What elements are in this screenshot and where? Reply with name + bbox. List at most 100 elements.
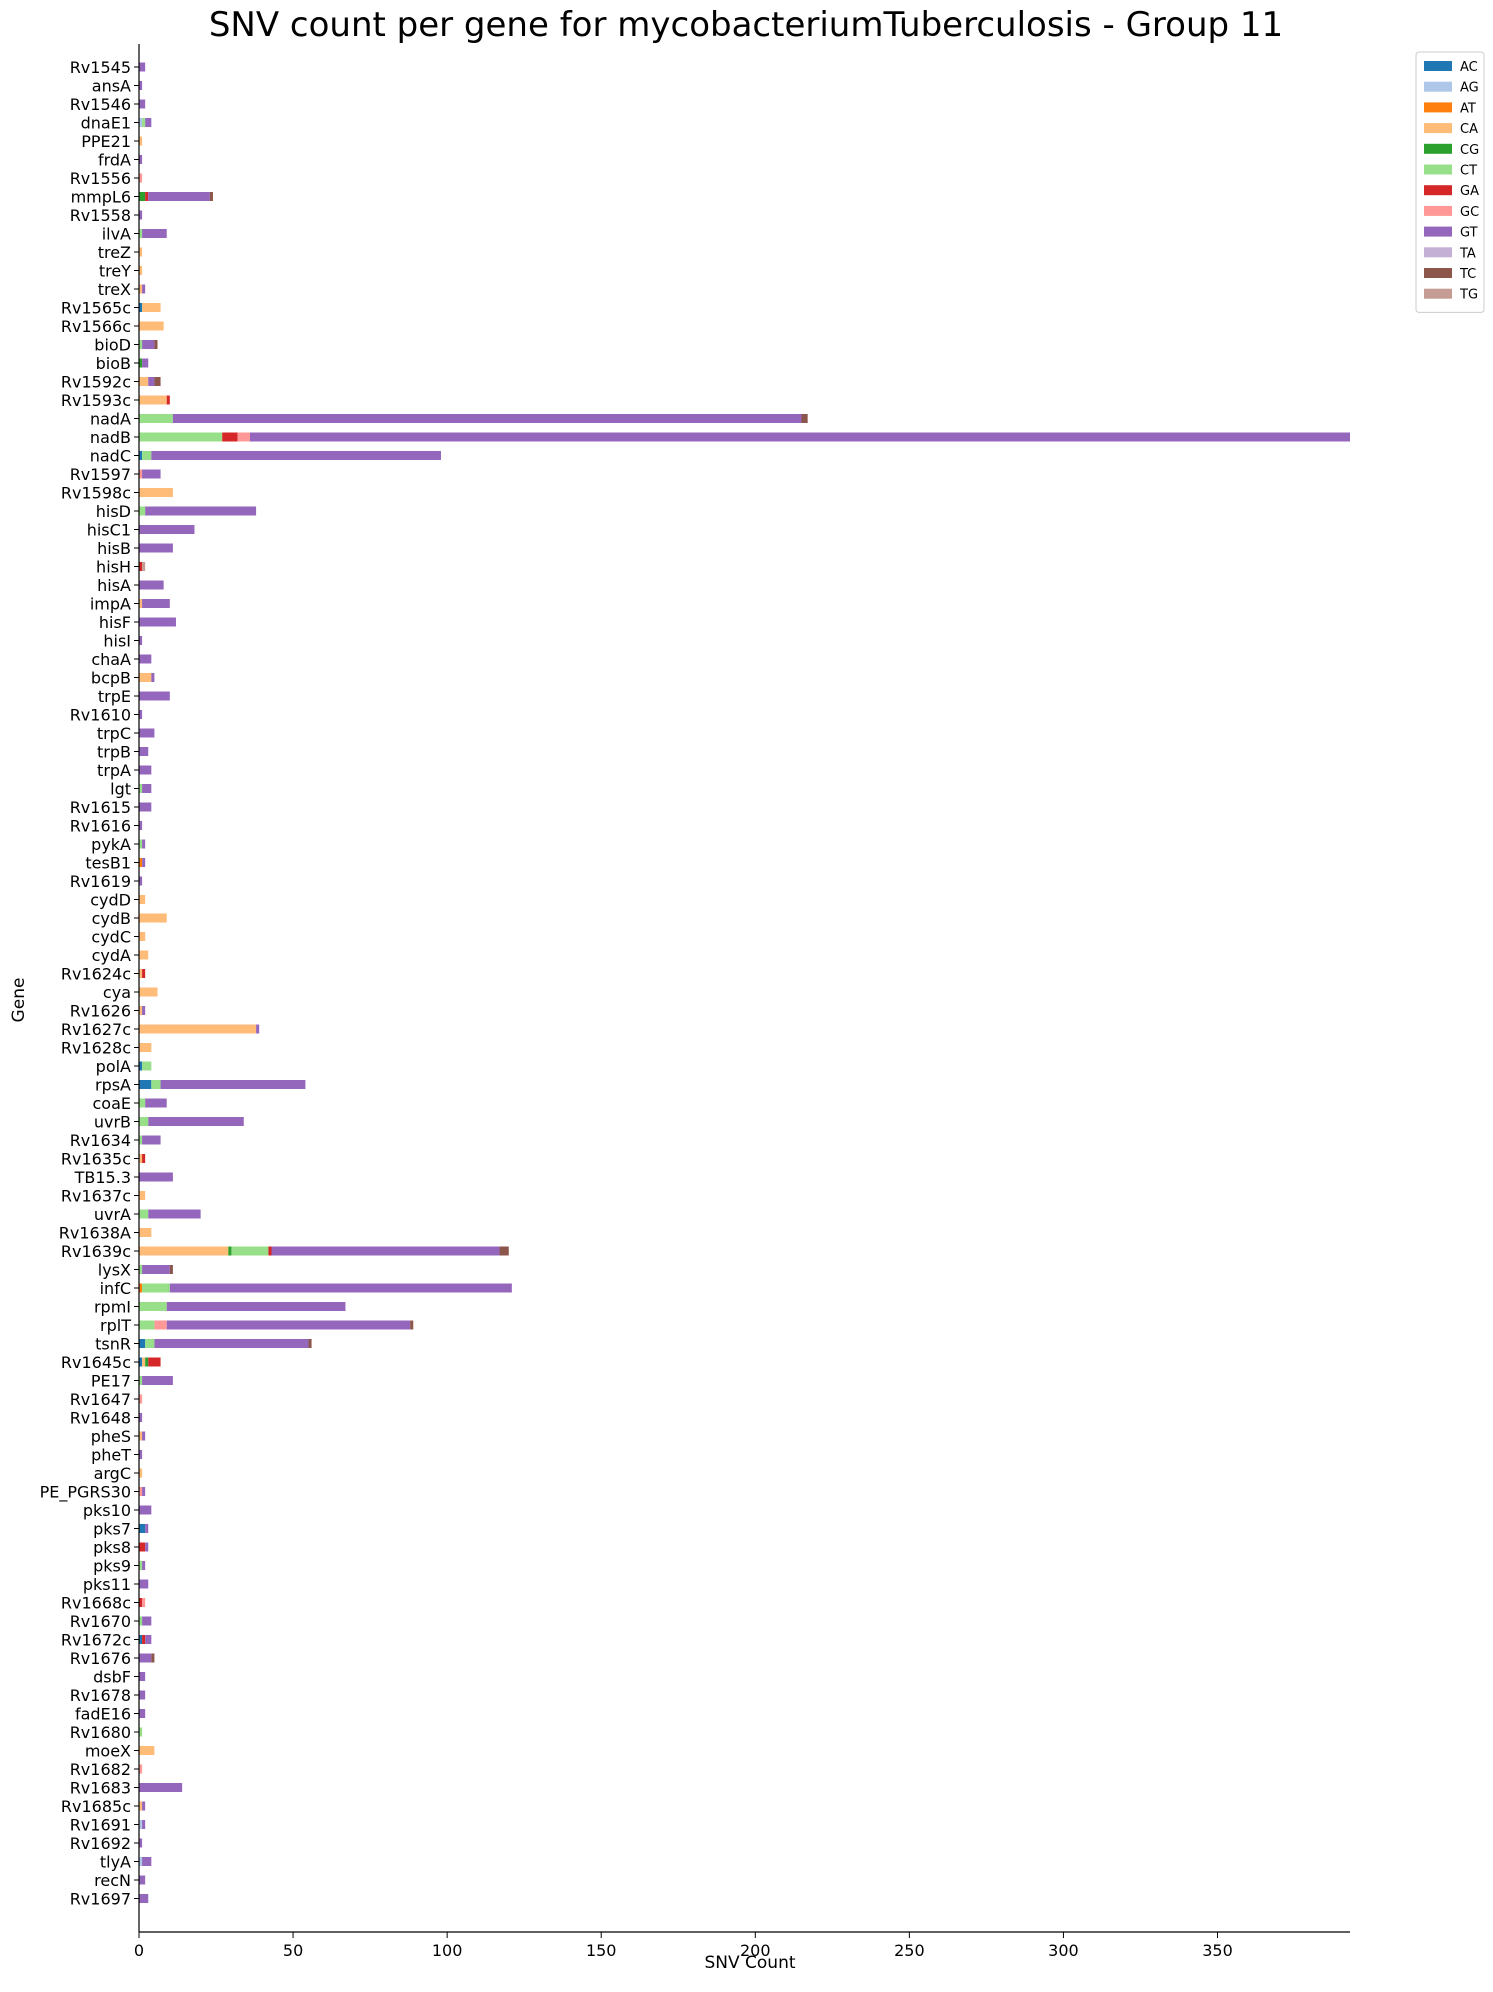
y-tick-label-Rv1685c: Rv1685c [61,1797,131,1816]
bar-segment-impA-CA [139,599,143,608]
y-tick-label-bioD: bioD [94,336,131,355]
bar-segment-Rv1634-CT [139,1135,143,1145]
bar-segment-uvrA-CT [139,1209,149,1219]
bar-segment-Rv1616-GT [139,821,143,830]
y-tick-label-pheS: pheS [91,1427,131,1446]
bar-segment-recN-GT [139,1875,146,1885]
bar-segment-cydD-CA [139,895,146,904]
bar-segment-lgt-GT [142,784,152,793]
bar-segment-Rv1546-GT [139,99,146,109]
y-tick-label-Rv1616: Rv1616 [70,817,131,836]
y-tick-label-nadA: nadA [90,410,131,429]
legend-label-GT: GT [1460,226,1478,241]
bar-segment-cydA-CA [139,950,149,960]
bar-segment-bioD-TC [154,340,158,349]
legend-swatch-CG [1424,143,1452,154]
bar-segment-tsnR-GT [154,1339,309,1348]
bar-segment-pheT-GT [139,1450,143,1459]
bar-segment-rpmI-GT [166,1302,346,1311]
bar-segment-Rv1645c-AC [139,1357,143,1367]
bar-segment-Rv1627c-GT [256,1024,260,1034]
bar-segment-dnaE1-AG [139,118,143,127]
bar-segment-Rv1610-GT [139,710,143,719]
y-tick-label-Rv1683: Rv1683 [70,1779,131,1798]
y-tick-label-coaE: coaE [93,1094,132,1113]
bar-segment-PE_PGRS30-GT [142,1487,146,1496]
bar-segment-Rv1648-GT [139,1413,143,1422]
y-tick-label-hisA: hisA [97,576,131,595]
bar-segment-bcpB-CA [139,673,152,682]
legend-frame [1415,51,1485,313]
bar-segment-Rv1682-GC [139,1764,143,1774]
bar-segment-frdA-GT [139,155,143,164]
bar-segment-Rv1692-GT [139,1838,143,1848]
y-tick-label-hisH: hisH [96,558,131,577]
bar-segment-nadA-TC [801,414,808,423]
y-tick-label-Rv1598c: Rv1598c [61,484,131,503]
bar-segment-rpsA-AC [139,1080,152,1089]
x-tick-label-100: 100 [432,1941,463,1960]
bar-segment-nadB-GC [237,432,250,442]
y-tick-label-treY: treY [99,262,131,281]
y-tick-label-rpmI: rpmI [94,1298,131,1317]
y-tick-label-Rv1691: Rv1691 [70,1816,131,1835]
bar-segment-Rv1545-GT [139,62,146,72]
bar-segment-cydB-CA [139,913,167,923]
bar-segment-hisI-GT [139,636,143,645]
bar-segment-pks8-GT [145,1542,149,1552]
bar-segment-pks11-GT [139,1579,149,1589]
bar-segment-lgt-CT [139,784,143,793]
y-tick-label-Rv1648: Rv1648 [70,1409,131,1428]
bar-segment-Rv1691-AG [139,1820,143,1829]
y-tick-label-PPE21: PPE21 [81,132,131,151]
bar-segment-tesB1-AT [139,858,143,867]
y-tick-label-pks10: pks10 [83,1501,131,1520]
y-tick-label-Rv1668c: Rv1668c [61,1594,131,1613]
bar-segment-pks7-AC [139,1524,146,1533]
bar-segment-pheS-CA [139,1431,143,1441]
bar-segment-Rv1628c-CA [139,1043,152,1052]
x-axis-label: SNV Count [704,1953,795,1973]
legend-swatch-AG [1424,81,1452,92]
bar-segment-pks10-GT [139,1505,152,1515]
y-tick-label-Rv1615: Rv1615 [70,798,131,817]
bar-segment-Rv1678-GT [139,1690,146,1700]
y-tick-label-Rv1647: Rv1647 [70,1390,131,1409]
bar-segment-Rv1668c-GC [142,1598,146,1607]
legend-swatch-TA [1424,247,1452,258]
bar-segment-PPE21-CA [139,136,143,146]
y-tick-label-recN: recN [94,1871,131,1890]
bar-segment-nadA-CT [139,414,173,423]
bar-segment-Rv1680-CT [139,1727,143,1737]
y-tick-label-tsnR: tsnR [95,1335,131,1354]
bar-segment-mmpL6-TC [209,192,213,201]
bar-segment-Rv1566c-CA [139,321,164,331]
y-tick-label-cydA: cydA [92,946,131,965]
bar-segment-PE17-CT [139,1376,143,1385]
bar-segment-TB15.3-GT [139,1172,173,1182]
y-tick-label-Rv1672c: Rv1672c [61,1631,131,1650]
bar-segment-moeX-CA [139,1746,155,1755]
bar-segment-Rv1639c-CA [139,1246,229,1256]
bar-segment-Rv1597-GT [142,469,161,479]
bar-segment-fadE16-GT [139,1709,146,1718]
bar-segment-treX-CA [139,284,143,294]
bar-segment-bioB-CG [139,358,143,368]
y-tick-label-lysX: lysX [98,1261,131,1280]
y-tick-label-fadE16: fadE16 [75,1705,131,1724]
bar-segment-treX-GT [142,284,146,294]
y-tick-label-ilvA: ilvA [102,225,131,244]
y-tick-label-infC: infC [100,1279,131,1298]
legend-label-AG: AG [1460,81,1479,96]
bar-segment-tsnR-TC [308,1339,312,1348]
y-tick-label-Rv1592c: Rv1592c [61,373,131,392]
bar-segment-Rv1676-TC [151,1653,155,1663]
y-tick-label-trpA: trpA [97,761,131,780]
bar-segment-Rv1558-GT [139,210,143,220]
bar-segment-Rv1639c-CT [231,1246,269,1256]
bar-segment-Rv1672c-GA [142,1635,146,1644]
y-tick-label-Rv1638A: Rv1638A [59,1224,131,1243]
y-tick-label-bioB: bioB [96,354,131,373]
legend-label-TG: TG [1459,288,1478,303]
